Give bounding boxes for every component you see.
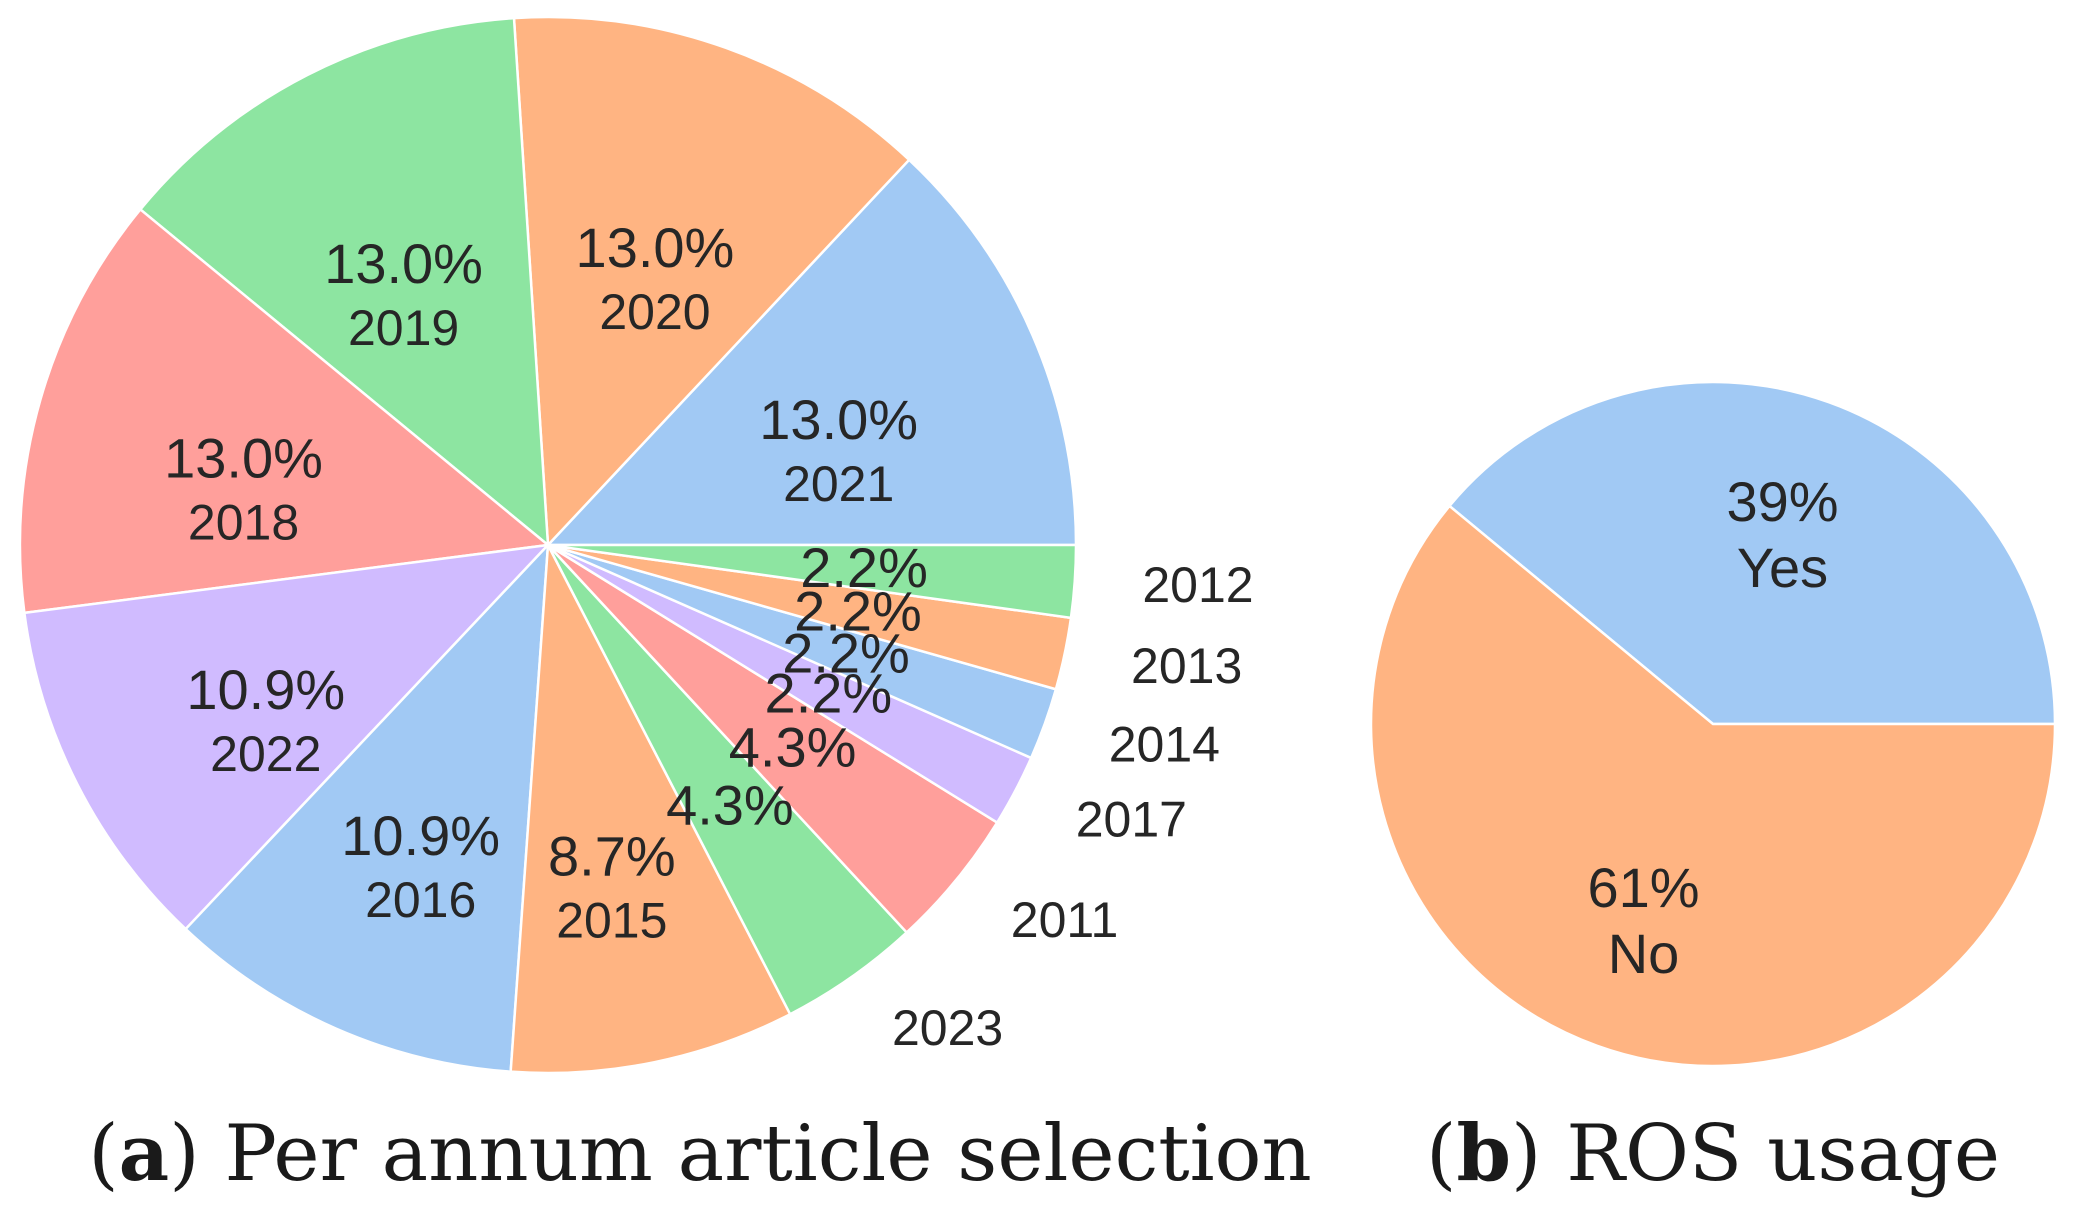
slice-label-a-2013: 2013 <box>1131 638 1242 694</box>
pct-label-a-2017: 2.2% <box>765 661 893 724</box>
slice-label-a-2020: 2020 <box>599 284 710 340</box>
pie-slice-a-2022 <box>23 543 550 931</box>
pct-label-a-2022: 10.9% <box>186 658 345 721</box>
pct-label-b-no: 61% <box>1587 856 1699 919</box>
pct-label-a-2023: 4.3% <box>666 773 794 836</box>
pie-slice-a-2018 <box>18 208 550 615</box>
slice-label-a-2012: 2012 <box>1142 557 1253 613</box>
pct-label-a-2011: 4.3% <box>729 715 857 778</box>
caption-b-letter: b <box>1456 1108 1511 1199</box>
pie-slice-a-2019 <box>139 16 550 547</box>
slice-label-a-2016: 2016 <box>365 872 476 928</box>
caption-a: (a) Per annum article selection <box>88 1108 1312 1199</box>
slice-label-a-2023: 2023 <box>892 1000 1003 1056</box>
slice-label-a-2015: 2015 <box>556 892 667 948</box>
slice-label-a-2017: 2017 <box>1076 791 1187 847</box>
slice-label-b-yes: Yes <box>1737 536 1828 599</box>
pct-label-a-2019: 13.0% <box>324 232 483 295</box>
caption-a-text: Per annum article selection <box>224 1109 1311 1199</box>
pie-slice-a-2012 <box>546 543 1078 620</box>
slice-label-a-2014: 2014 <box>1109 717 1220 773</box>
pct-label-a-2021: 13.0% <box>759 388 918 451</box>
pct-label-a-2013: 2.2% <box>794 579 922 642</box>
pie-slice-a-2020 <box>512 15 911 547</box>
pie-chart-ros-usage: 39%Yes 61%No <box>1369 380 2057 1068</box>
slice-label-b-no: No <box>1608 922 1680 985</box>
slice-label-a-2021: 2021 <box>783 456 894 512</box>
pie-slice-a-2021 <box>546 158 1078 547</box>
pie-slice-b-yes <box>1448 380 2057 726</box>
slice-label-a-2011: 2011 <box>1011 892 1119 948</box>
pie-chart-article-selection: 13.0%202113.0%202013.0%201913.0%201810.9… <box>18 15 1254 1075</box>
pct-label-a-2020: 13.0% <box>576 216 735 279</box>
pct-label-a-2012: 2.2% <box>800 536 928 599</box>
slice-label-a-2018: 2018 <box>188 494 299 550</box>
slice-label-a-2022: 2022 <box>210 726 321 782</box>
caption-a-letter: a <box>119 1108 170 1199</box>
pie-slice-a-2016 <box>184 543 550 1073</box>
pct-label-b-yes: 39% <box>1726 470 1838 533</box>
pie-slice-a-2015 <box>509 543 792 1075</box>
pie-slice-b-no <box>1369 504 2057 1068</box>
caption-b-text: ROS usage <box>1566 1109 2000 1199</box>
pct-label-a-2018: 13.0% <box>164 426 323 489</box>
pct-label-a-2015: 8.7% <box>548 824 676 887</box>
slice-label-a-2019: 2019 <box>348 300 459 356</box>
pct-label-a-2016: 10.9% <box>341 804 500 867</box>
pct-label-a-2014: 2.2% <box>782 621 910 684</box>
caption-b: (b) ROS usage <box>1426 1108 2000 1199</box>
